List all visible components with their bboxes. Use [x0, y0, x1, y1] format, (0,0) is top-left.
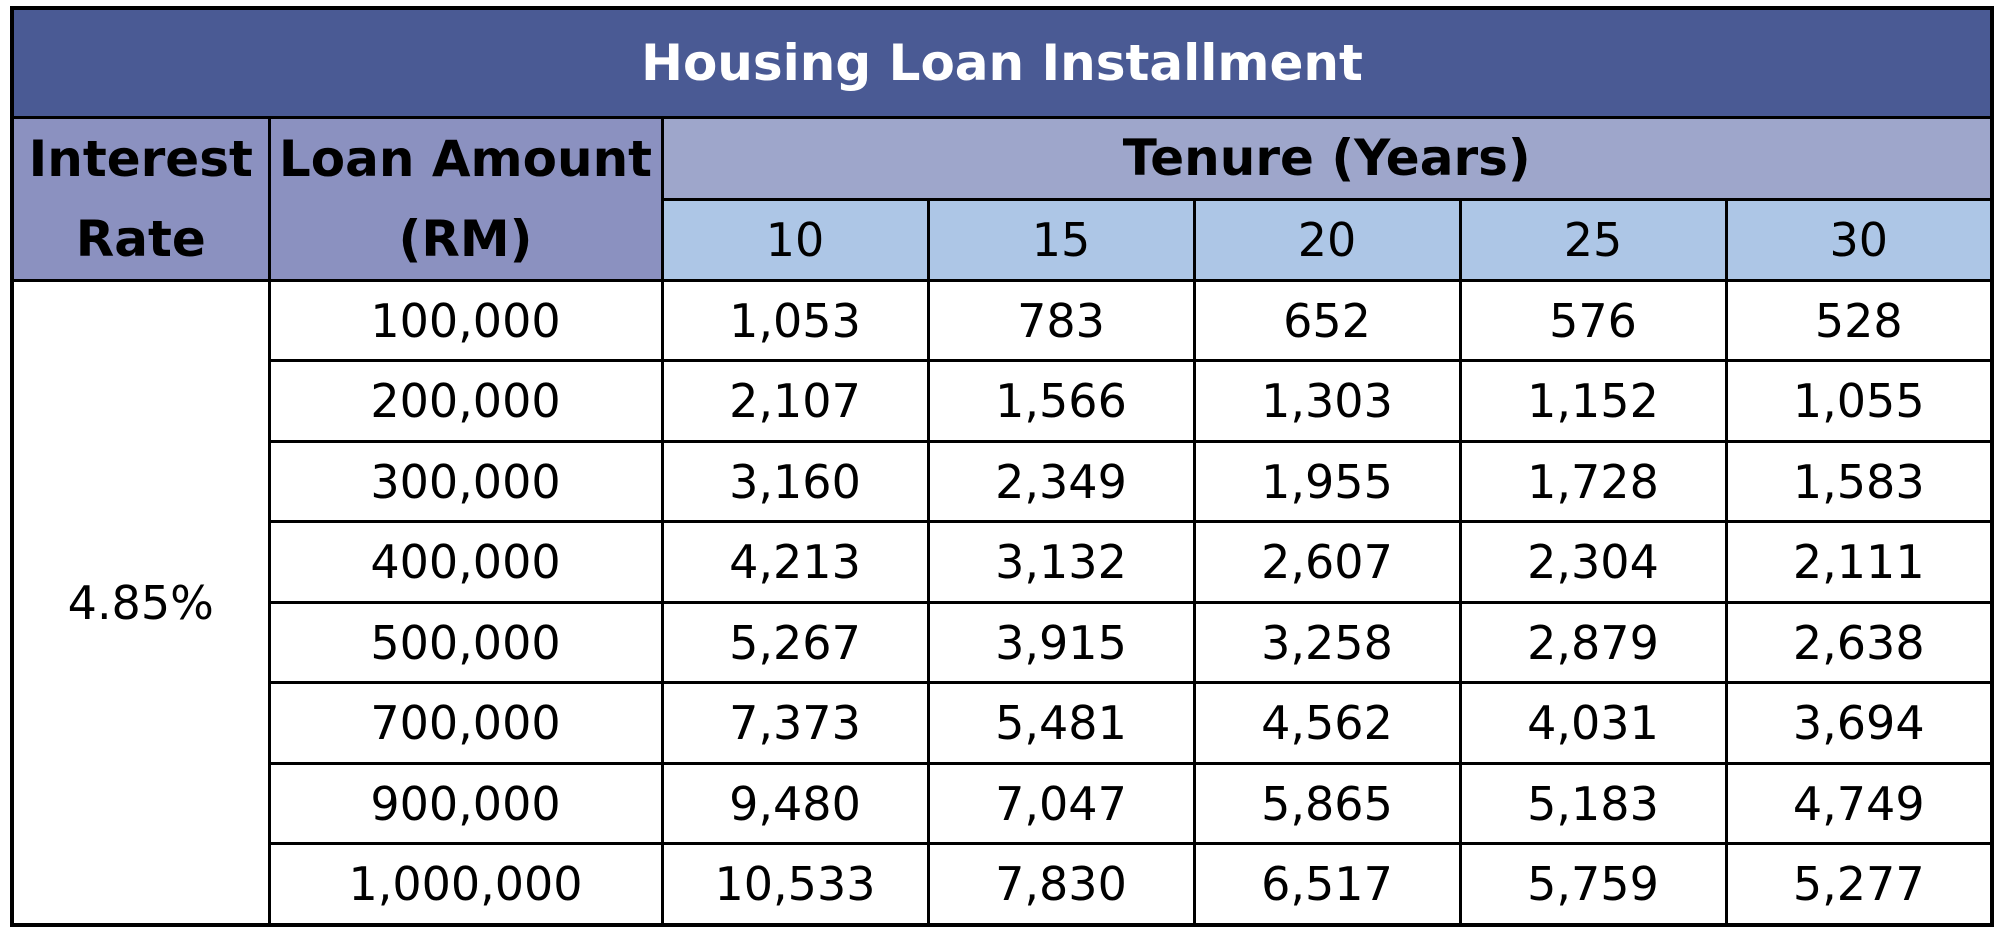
installment-cell: 1,055 [1724, 359, 1994, 443]
installment-cell: 10,533 [660, 842, 930, 927]
loan-amount-header-line-1: Loan Amount [278, 130, 653, 188]
installment-cell: 1,152 [1458, 359, 1728, 443]
installment-cell: 4,213 [660, 520, 930, 604]
loan-amount-cell: 900,000 [267, 761, 664, 846]
installment-cell: 4,749 [1724, 761, 1994, 846]
table-row: 700,000 7,373 5,481 4,562 4,031 3,694 [12, 681, 1994, 765]
installment-cell: 783 [926, 278, 1196, 363]
loan-amount-cell: 500,000 [267, 600, 664, 685]
installment-cell: 4,031 [1458, 681, 1728, 765]
loan-amount-cell: 100,000 [267, 278, 664, 363]
loan-installment-table: Housing Loan Installment Interest Rate L… [10, 6, 1995, 927]
loan-amount-header: Loan Amount (RM) [267, 116, 664, 282]
loan-amount-cell: 300,000 [267, 439, 664, 524]
installment-cell: 2,107 [660, 359, 930, 443]
installment-cell: 528 [1724, 278, 1994, 363]
table-body: 4.85% 100,000 1,053 783 652 576 528 200,000 2,10… [10, 278, 1994, 927]
installment-cell: 3,694 [1724, 681, 1994, 765]
installment-cell: 5,481 [926, 681, 1196, 765]
loan-amount-cell: 200,000 [267, 359, 664, 443]
installment-cell: 3,915 [926, 600, 1196, 685]
installment-cell: 1,566 [926, 359, 1196, 443]
installment-cell: 1,053 [660, 278, 930, 363]
tenure-year-header: 25 [1458, 197, 1728, 282]
installment-cell: 7,047 [926, 761, 1196, 846]
installment-cell: 2,304 [1458, 520, 1728, 604]
installment-cell: 2,879 [1458, 600, 1728, 685]
table-row: 300,000 3,160 2,349 1,955 1,728 1,583 [12, 439, 1994, 524]
installment-cell: 9,480 [660, 761, 930, 846]
installment-cell: 5,183 [1458, 761, 1728, 846]
tenure-year-header: 15 [926, 197, 1196, 282]
interest-rate-header: Interest Rate [10, 116, 271, 282]
installment-cell: 7,830 [926, 842, 1196, 927]
installment-cell: 3,132 [926, 520, 1196, 604]
installment-cell: 7,373 [660, 681, 930, 765]
tenure-years-row: 10 15 20 25 30 [12, 197, 1994, 282]
installment-cell: 3,160 [660, 439, 930, 524]
table-row: 500,000 5,267 3,915 3,258 2,879 2,638 [12, 600, 1994, 685]
loan-amount-cell: 1,000,000 [267, 842, 664, 927]
loan-amount-cell: 400,000 [267, 520, 664, 604]
table-row: 1,000,000 10,533 7,830 6,517 5,759 5,277 [12, 842, 1994, 927]
installment-cell: 576 [1458, 278, 1728, 363]
installment-cell: 5,277 [1724, 842, 1994, 927]
loan-amount-header-line-2: (RM) [398, 210, 533, 268]
interest-rate-header-line-1: Interest [28, 130, 253, 188]
installment-cell: 1,955 [1192, 439, 1462, 524]
installment-cell: 2,111 [1724, 520, 1994, 604]
installment-cell: 5,865 [1192, 761, 1462, 846]
installment-cell: 652 [1192, 278, 1462, 363]
table-title: Housing Loan Installment [10, 6, 1994, 119]
installment-cell: 1,583 [1724, 439, 1994, 524]
table-row: 200,000 2,107 1,566 1,303 1,152 1,055 [12, 359, 1994, 443]
installment-cell: 5,759 [1458, 842, 1728, 927]
installment-cell: 2,607 [1192, 520, 1462, 604]
table-row: 4.85% 100,000 1,053 783 652 576 528 [10, 278, 1994, 927]
table-row: 400,000 4,213 3,132 2,607 2,304 2,111 [12, 520, 1994, 604]
installment-cell: 2,349 [926, 439, 1196, 524]
tenure-year-header: 20 [1192, 197, 1462, 282]
tenure-year-header: 30 [1724, 197, 1994, 282]
installment-cell: 1,303 [1192, 359, 1462, 443]
loan-amount-cell: 700,000 [267, 681, 664, 765]
installment-cell: 2,638 [1724, 600, 1994, 685]
installment-cell: 4,562 [1192, 681, 1462, 765]
installment-cell: 6,517 [1192, 842, 1462, 927]
interest-rate-value: 4.85% [10, 279, 271, 927]
tenure-header: Tenure (Years) [660, 116, 1994, 201]
installment-cell: 1,728 [1458, 439, 1728, 524]
table-row: 900,000 9,480 7,047 5,865 5,183 4,749 [12, 761, 1994, 846]
tenure-year-header: 10 [660, 197, 930, 282]
interest-rate-header-line-2: Rate [75, 210, 206, 268]
installment-cell: 5,267 [660, 600, 930, 685]
installment-cell: 3,258 [1192, 600, 1462, 685]
